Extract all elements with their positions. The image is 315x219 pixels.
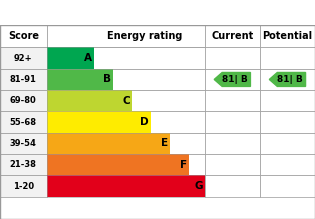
Bar (260, 175, 315, 197)
Text: Potential: Potential (262, 31, 312, 41)
Bar (205, 48, 260, 69)
Bar (205, 175, 260, 197)
Text: B: B (103, 74, 111, 85)
Bar (47, 133, 205, 154)
Bar (260, 90, 315, 111)
Polygon shape (214, 72, 250, 87)
Bar (205, 69, 260, 90)
Bar (47, 90, 132, 111)
Text: 92+: 92+ (14, 54, 33, 63)
Bar (205, 111, 260, 133)
Bar (47, 90, 205, 111)
Bar (47, 48, 205, 69)
Bar (260, 69, 315, 90)
Text: Energy Efficiency Rating: Energy Efficiency Rating (8, 7, 191, 19)
Text: 1-20: 1-20 (13, 182, 34, 191)
Bar (47, 154, 205, 175)
Text: G: G (194, 181, 203, 191)
Text: Score: Score (8, 31, 39, 41)
Text: 39-54: 39-54 (10, 139, 37, 148)
Bar (260, 48, 315, 69)
Text: F: F (180, 160, 187, 170)
Bar (260, 111, 315, 133)
Bar (260, 154, 315, 175)
Text: 21-38: 21-38 (10, 160, 37, 169)
Text: A: A (84, 53, 92, 63)
Bar (47, 48, 94, 69)
Text: E: E (161, 138, 168, 148)
Bar (260, 133, 315, 154)
Bar (47, 25, 205, 48)
Bar (205, 154, 260, 175)
Bar (0, 90, 47, 111)
Text: 81-91: 81-91 (10, 75, 37, 84)
Bar (0, 175, 47, 197)
Bar (0, 111, 47, 133)
Bar (0, 154, 47, 175)
Bar (0, 25, 47, 48)
Bar (47, 154, 189, 175)
Bar (0, 69, 47, 90)
Text: 69-80: 69-80 (10, 96, 37, 105)
Bar (0, 48, 47, 69)
Text: 81| B: 81| B (277, 75, 302, 84)
Bar (47, 69, 113, 90)
Bar (47, 175, 205, 197)
Bar (47, 133, 170, 154)
Bar (47, 175, 205, 197)
Bar (47, 111, 205, 133)
Bar (0, 133, 47, 154)
Text: Energy rating: Energy rating (107, 31, 182, 41)
Text: 55-68: 55-68 (10, 118, 37, 127)
Text: C: C (123, 96, 130, 106)
Text: D: D (140, 117, 149, 127)
Bar (205, 25, 260, 48)
Polygon shape (269, 72, 306, 87)
Bar (47, 69, 205, 90)
Text: 81| B: 81| B (222, 75, 247, 84)
Bar (205, 133, 260, 154)
Bar (260, 25, 315, 48)
Bar (47, 111, 151, 133)
Bar (205, 90, 260, 111)
Text: Current: Current (211, 31, 254, 41)
